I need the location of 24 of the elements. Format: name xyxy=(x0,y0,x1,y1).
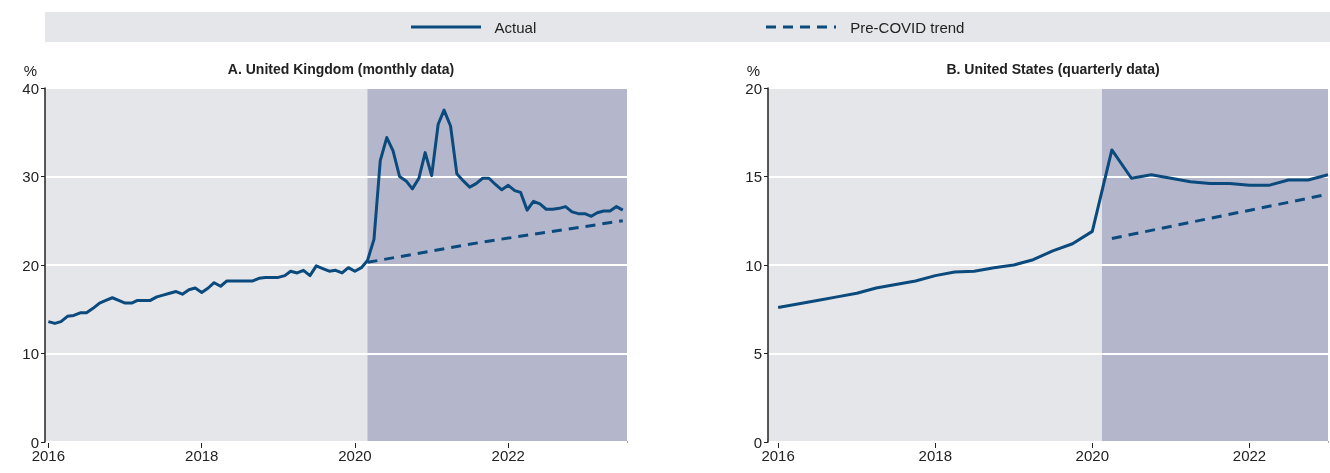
line-series xyxy=(776,148,1330,309)
y-axis-title: % xyxy=(746,62,760,79)
y-tick-label: 40 xyxy=(22,79,39,97)
x-tick-label: 2020 xyxy=(1075,447,1109,464)
x-tick-label: 2022 xyxy=(491,447,525,464)
y-tick-label: 20 xyxy=(745,79,762,97)
y-tick-label: 10 xyxy=(745,256,762,274)
y-tick-label: 0 xyxy=(753,433,762,451)
chart-title: B. United States (quarterly data) xyxy=(946,61,1160,77)
line-series xyxy=(46,108,625,325)
legend-label: Pre-COVID trend xyxy=(850,18,965,36)
chart-title: A. United Kingdom (monthly data) xyxy=(227,61,455,77)
y-tick-label: 20 xyxy=(22,256,39,274)
x-tick-label: 2016 xyxy=(761,447,795,464)
x-tick-label: 2020 xyxy=(338,447,372,464)
x-tick-label: 2018 xyxy=(918,447,952,464)
y-tick-label: 15 xyxy=(745,168,762,185)
y-axis-title: % xyxy=(23,62,37,79)
x-tick-label: 2022 xyxy=(1232,447,1267,464)
y-tick-label: 5 xyxy=(753,345,762,362)
y-tick-label: 30 xyxy=(22,168,39,185)
legend-label: Actual xyxy=(494,18,537,36)
x-tick-label: 2018 xyxy=(185,447,219,464)
y-tick-label: 10 xyxy=(22,345,39,362)
